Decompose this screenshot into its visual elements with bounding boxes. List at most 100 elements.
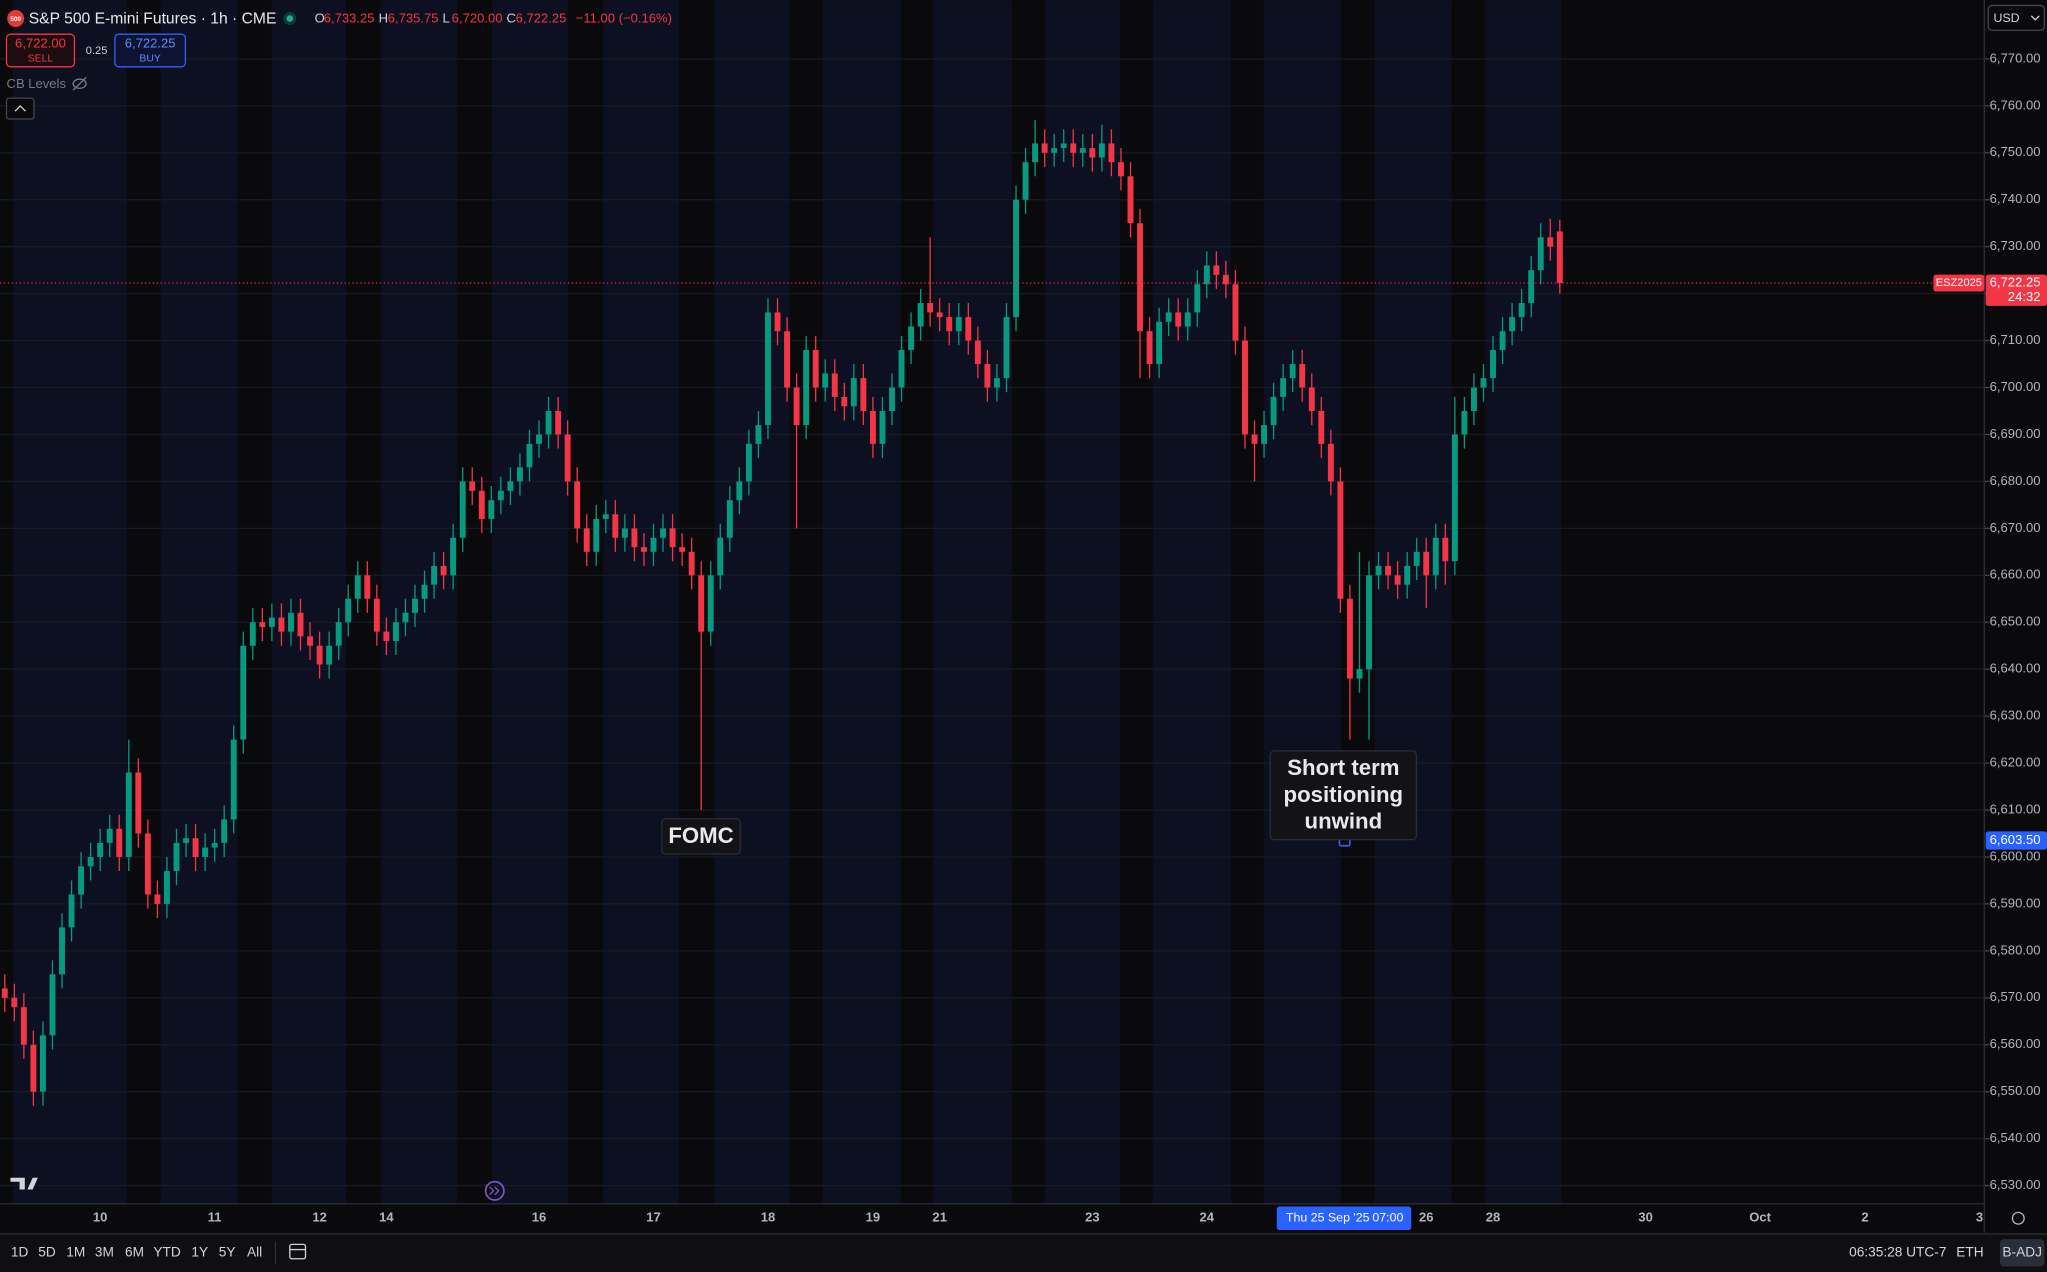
y-tick-label: 6,730.00 bbox=[1990, 238, 2041, 253]
crosshair-time-tag bbox=[1276, 1206, 1412, 1230]
session-band bbox=[1152, 0, 1232, 1204]
session-band bbox=[271, 0, 346, 1204]
range-button[interactable]: 6M bbox=[125, 1244, 144, 1259]
candle-body bbox=[402, 612, 409, 623]
candle-body bbox=[908, 326, 915, 350]
candle-body bbox=[373, 598, 380, 632]
candle-body bbox=[726, 500, 733, 538]
range-button[interactable]: All bbox=[247, 1244, 262, 1259]
currency-button[interactable] bbox=[1987, 4, 2046, 31]
candle-body bbox=[1451, 434, 1458, 562]
candle-body bbox=[135, 772, 142, 834]
buy-button[interactable] bbox=[114, 33, 187, 68]
x-tick-label: 2 bbox=[1861, 1210, 1868, 1225]
currency: USD bbox=[1993, 11, 2019, 25]
candle-body bbox=[259, 622, 266, 627]
y-tick-label: 6,570.00 bbox=[1990, 989, 2041, 1004]
candle-body bbox=[421, 584, 428, 599]
candle-body bbox=[316, 645, 323, 665]
range-button[interactable]: 3M bbox=[95, 1244, 114, 1259]
candle-body bbox=[1184, 312, 1191, 327]
adjust-button[interactable] bbox=[2000, 1239, 2045, 1267]
range-button[interactable]: 5D bbox=[38, 1244, 56, 1259]
session-band bbox=[1263, 0, 1341, 1204]
candle-body bbox=[230, 739, 237, 820]
candle-body bbox=[20, 1007, 27, 1045]
candle-body bbox=[431, 565, 438, 585]
x-tick-label: 24 bbox=[1200, 1210, 1215, 1225]
candle-body bbox=[984, 364, 991, 388]
candle-body bbox=[268, 617, 275, 627]
candle-body bbox=[612, 514, 619, 538]
candle-body bbox=[249, 622, 256, 646]
candle-body bbox=[1203, 265, 1210, 285]
candle-body bbox=[1032, 143, 1039, 163]
range-button[interactable]: 1M bbox=[66, 1244, 85, 1259]
candle-body bbox=[1356, 669, 1363, 679]
x-tick-label: 16 bbox=[532, 1210, 547, 1225]
bottom-toolbar bbox=[0, 1233, 2047, 1272]
symbol-title[interactable]: S&P 500 E-mini Futures · 1h · CME bbox=[29, 10, 277, 27]
y-tick-label: 6,610.00 bbox=[1990, 801, 2041, 816]
range-button[interactable]: YTD bbox=[153, 1244, 180, 1259]
candle-body bbox=[879, 410, 886, 444]
candle-body bbox=[507, 481, 514, 491]
candle-body bbox=[1337, 481, 1344, 599]
crosshair-price-tag bbox=[1985, 831, 2047, 850]
candle-body bbox=[1127, 176, 1134, 224]
candle-body bbox=[1079, 148, 1086, 153]
candle-body bbox=[1375, 565, 1382, 576]
candle-body bbox=[660, 528, 666, 538]
range-button[interactable]: 1Y bbox=[191, 1244, 208, 1259]
hide-icon[interactable] bbox=[72, 76, 87, 91]
candle-body bbox=[1089, 148, 1096, 158]
y-tick-label: 6,660.00 bbox=[1990, 567, 2041, 582]
buy-price: 6,722.25 bbox=[125, 35, 176, 50]
candle-body bbox=[1318, 410, 1325, 444]
ohlc-value: 6,722.25 bbox=[516, 11, 567, 26]
range-button[interactable]: 1D bbox=[11, 1244, 29, 1259]
range-button[interactable]: 5Y bbox=[219, 1244, 236, 1259]
candle-body bbox=[1385, 565, 1392, 576]
y-tick-label: 6,710.00 bbox=[1990, 332, 2041, 347]
y-tick-label: 6,760.00 bbox=[1990, 97, 2041, 112]
session-band bbox=[714, 0, 790, 1204]
date-range-icon[interactable] bbox=[289, 1243, 307, 1260]
candle-body bbox=[1070, 143, 1077, 153]
candle-body bbox=[1423, 551, 1430, 576]
candle-body bbox=[1041, 143, 1048, 153]
candle-body bbox=[59, 927, 65, 975]
tv-logo[interactable] bbox=[10, 1177, 38, 1190]
candles bbox=[1, 119, 1563, 1106]
candle-body bbox=[1528, 270, 1535, 304]
candle-body bbox=[326, 645, 333, 665]
collapse-button[interactable] bbox=[5, 97, 35, 120]
settings-icon[interactable] bbox=[2011, 1211, 2025, 1225]
candle-body bbox=[488, 500, 495, 519]
candle-body bbox=[1108, 143, 1115, 163]
candle-body bbox=[774, 312, 781, 332]
sell-button[interactable] bbox=[5, 33, 76, 68]
candle-body bbox=[1470, 387, 1477, 411]
annotation-text: unwind bbox=[1305, 809, 1383, 834]
candle-body bbox=[1013, 199, 1019, 318]
session-bands bbox=[13, 0, 1562, 1204]
annotation-box[interactable] bbox=[661, 818, 741, 855]
ohlc-value: 6,735.75 bbox=[388, 11, 439, 26]
annotation-box[interactable] bbox=[1269, 750, 1418, 841]
y-tick-label: 6,750.00 bbox=[1990, 144, 2041, 159]
session[interactable]: ETH bbox=[1956, 1244, 1983, 1259]
candle-body bbox=[650, 537, 657, 552]
sell-price: 6,722.00 bbox=[15, 35, 66, 50]
candle-body bbox=[1222, 274, 1229, 285]
candle-body bbox=[144, 833, 151, 895]
goto-realtime[interactable] bbox=[484, 1180, 505, 1201]
candle-body bbox=[1051, 148, 1058, 153]
goto-icon bbox=[489, 1186, 500, 1196]
candle-body bbox=[889, 387, 895, 411]
candle-body bbox=[87, 856, 94, 867]
logo-badge: 500 bbox=[10, 16, 21, 23]
candle-body bbox=[765, 312, 771, 426]
candle-body bbox=[993, 378, 1000, 388]
candle-body bbox=[536, 434, 542, 444]
